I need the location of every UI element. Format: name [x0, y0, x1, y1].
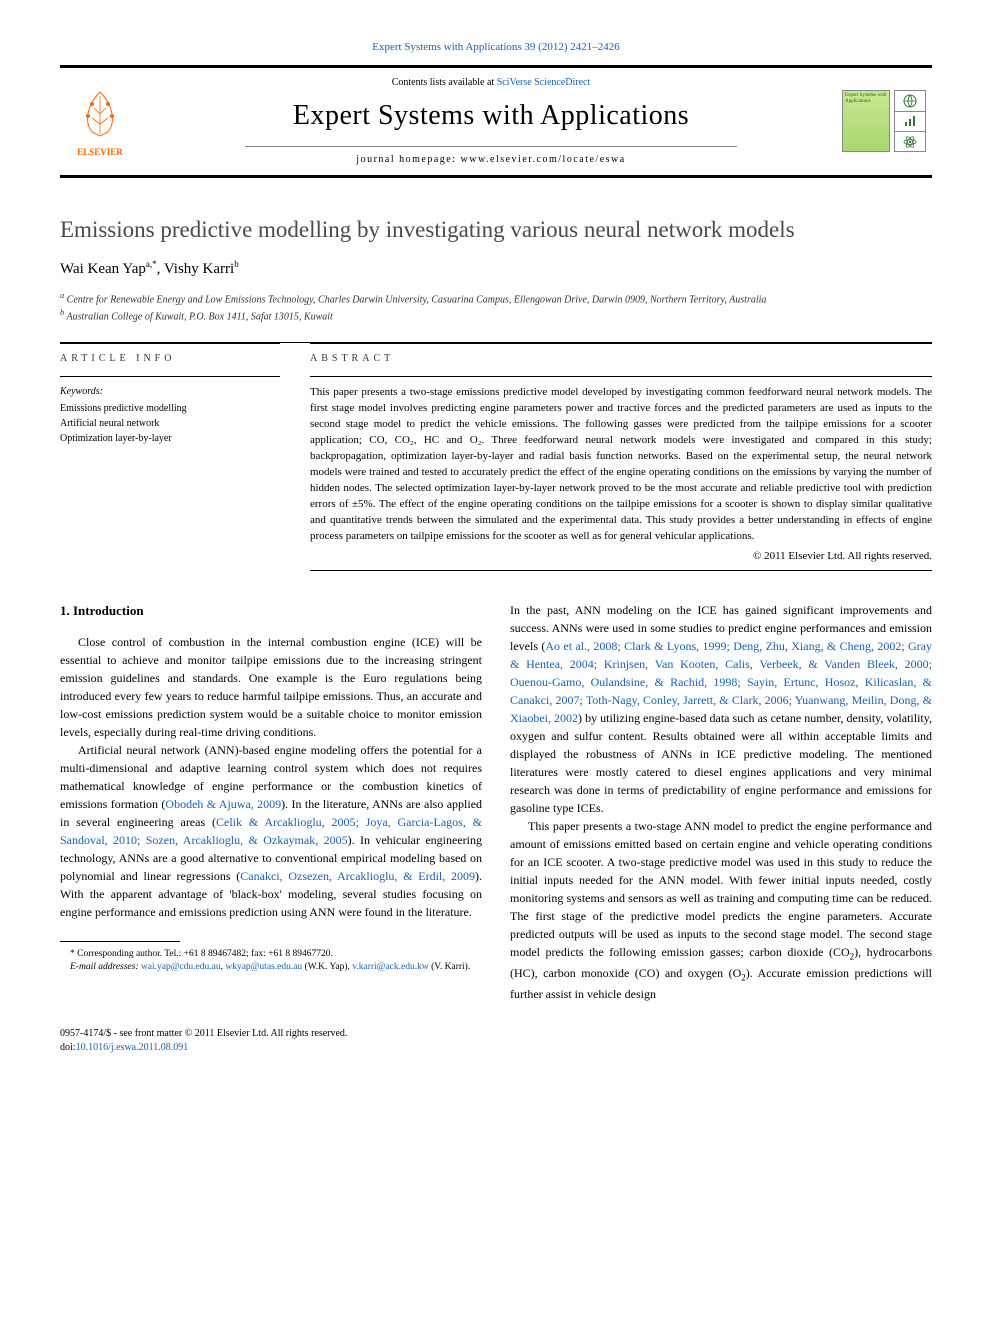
abstract-copyright: © 2011 Elsevier Ltd. All rights reserved… [310, 549, 932, 564]
doi-link[interactable]: 10.1016/j.eswa.2011.08.091 [76, 1042, 189, 1053]
journal-reference: Expert Systems with Applications 39 (201… [60, 40, 932, 55]
body-columns: 1. Introduction Close control of combust… [60, 601, 932, 1003]
corresponding-author-note: * Corresponding author. Tel.: +61 8 8946… [60, 948, 482, 961]
journal-title: Expert Systems with Applications [140, 96, 842, 135]
email-1-link[interactable]: wai.yap@cdu.edu.au [141, 962, 221, 972]
elsevier-wordmark: ELSEVIER [77, 146, 123, 159]
doi-label: doi: [60, 1042, 76, 1053]
article-title: Emissions predictive modelling by invest… [60, 214, 932, 246]
keyword-3: Optimization layer-by-layer [60, 431, 280, 446]
abstract-heading: ABSTRACT [310, 352, 932, 366]
sciencedirect-link[interactable]: SciVerse ScienceDirect [497, 77, 591, 88]
abstract-column: ABSTRACT This paper presents a two-stage… [310, 343, 932, 571]
globe-icon [895, 91, 925, 111]
masthead-center: Contents lists available at SciVerse Sci… [140, 76, 842, 166]
email-label: E-mail addresses: [70, 962, 139, 972]
keywords-label: Keywords: [60, 385, 280, 399]
info-section: ARTICLE INFO Keywords: Emissions predict… [60, 342, 932, 571]
keyword-2: Artificial neural network [60, 416, 280, 431]
section-1-heading: 1. Introduction [60, 601, 482, 621]
left-column: 1. Introduction Close control of combust… [60, 601, 482, 1003]
author-2-sup: b [234, 259, 239, 269]
para-3: In the past, ANN modeling on the ICE has… [510, 601, 932, 817]
masthead-right: Expert Systems with Applications [842, 90, 932, 152]
affiliations: a Centre for Renewable Energy and Low Em… [60, 290, 932, 325]
masthead: ELSEVIER Contents lists available at Sci… [60, 65, 932, 177]
keyword-1: Emissions predictive modelling [60, 401, 280, 416]
divider [245, 146, 736, 147]
affiliation-a: a Centre for Renewable Energy and Low Em… [60, 290, 932, 307]
badge-grid [894, 90, 926, 152]
publisher-logo-block: ELSEVIER [60, 84, 140, 159]
authors: Wai Kean Yapa,*, Vishy Karrib [60, 258, 932, 280]
footnote-rule [60, 941, 180, 942]
email-note: E-mail addresses: wai.yap@cdu.edu.au, wk… [60, 961, 482, 974]
contents-prefix: Contents lists available at [392, 77, 497, 88]
para-4: This paper presents a two-stage ANN mode… [510, 817, 932, 1003]
divider [310, 570, 932, 571]
email-3-paren: (V. Karri). [431, 962, 470, 972]
article-info-column: ARTICLE INFO Keywords: Emissions predict… [60, 343, 280, 571]
para-1: Close control of combustion in the inter… [60, 633, 482, 741]
contents-line: Contents lists available at SciVerse Sci… [140, 76, 842, 90]
article-info-heading: ARTICLE INFO [60, 352, 280, 366]
author-1-sup: a,* [146, 259, 157, 269]
email-2-link[interactable]: wkyap@utas.edu.au [225, 962, 302, 972]
author-1: Wai Kean Yap [60, 261, 146, 277]
journal-cover-thumb: Expert Systems with Applications [842, 90, 890, 152]
footer-doi: doi:10.1016/j.eswa.2011.08.091 [60, 1041, 932, 1055]
footer: 0957-4174/$ - see front matter © 2011 El… [60, 1027, 932, 1055]
affiliation-b: b Australian College of Kuwait, P.O. Box… [60, 307, 932, 324]
author-2: Vishy Karri [164, 261, 234, 277]
chart-icon [895, 112, 925, 132]
homepage-line: journal homepage: www.elsevier.com/locat… [140, 153, 842, 167]
elsevier-tree-icon [70, 84, 130, 144]
para-2: Artificial neural network (ANN)-based en… [60, 741, 482, 921]
footer-line-1: 0957-4174/$ - see front matter © 2011 El… [60, 1027, 932, 1041]
email-1-paren: (W.K. Yap), [305, 962, 350, 972]
atom-icon [895, 132, 925, 151]
right-column: In the past, ANN modeling on the ICE has… [510, 601, 932, 1003]
email-3-link[interactable]: v.karri@ack.edu.kw [352, 962, 428, 972]
abstract-text: This paper presents a two-stage emission… [310, 385, 932, 544]
